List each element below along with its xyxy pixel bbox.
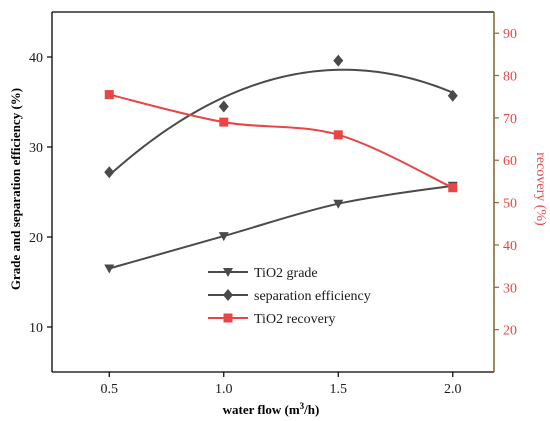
x-axis-ticks: 0.5 1.0 1.5 2.0 [101,372,462,397]
data-point [104,264,115,274]
x-tick-label: 0.5 [101,382,119,397]
right-y-axis-ticks: 20 30 40 50 60 70 80 90 [494,27,517,339]
series-separation-efficiency [104,54,458,179]
legend: TiO2 grade separation efficiency TiO2 reco… [208,266,371,327]
legend-swatch-marker [223,313,233,323]
right-y-tick-label: 50 [503,197,517,212]
series-line [108,68,454,177]
plot-frame [51,11,495,373]
data-point [333,199,344,209]
legend-item: separation efficiency [208,289,371,304]
series-tio2-recovery [104,90,458,193]
left-y-tick-label: 20 [29,231,43,246]
left-y-tick-label: 30 [29,141,43,156]
x-tick-label: 1.0 [215,382,233,397]
legend-label: separation efficiency [254,289,371,304]
data-point [219,117,229,127]
data-point [448,183,458,193]
legend-item: TiO2 recovery [208,312,336,327]
right-y-tick-label: 70 [503,112,517,127]
legend-swatch-marker [223,289,233,301]
data-point [447,89,458,102]
legend-swatch-marker [223,268,233,277]
left-y-tick-label: 10 [29,321,43,336]
legend-item: TiO2 grade [208,266,318,281]
right-y-tick-label: 30 [503,281,517,296]
right-y-tick-label: 80 [503,70,517,85]
left-y-axis-label: Grade and separation efficiency (%) [8,88,23,290]
data-point [218,100,229,113]
x-axis-label: water flow (m3/h) [223,401,320,417]
data-point [104,90,114,100]
right-y-tick-label: 40 [503,239,517,254]
right-y-axis-label: recovery (%) [533,152,548,226]
left-y-axis-ticks: 10 20 30 40 [29,51,52,336]
series-layer [104,54,458,274]
data-point [218,232,229,242]
right-y-tick-label: 60 [503,154,517,169]
right-y-tick-label: 20 [503,324,517,339]
data-point [104,166,115,179]
series-line [109,93,454,189]
data-point [333,54,344,67]
right-y-tick-label: 90 [503,27,517,42]
data-point [333,130,343,140]
legend-label: TiO2 grade [254,266,318,281]
left-y-tick-label: 40 [29,51,43,66]
x-tick-label: 1.5 [330,382,348,397]
series-tio2-grade [104,181,458,274]
series-line [108,184,453,270]
legend-label: TiO2 recovery [254,312,336,327]
x-tick-label: 2.0 [444,382,462,397]
